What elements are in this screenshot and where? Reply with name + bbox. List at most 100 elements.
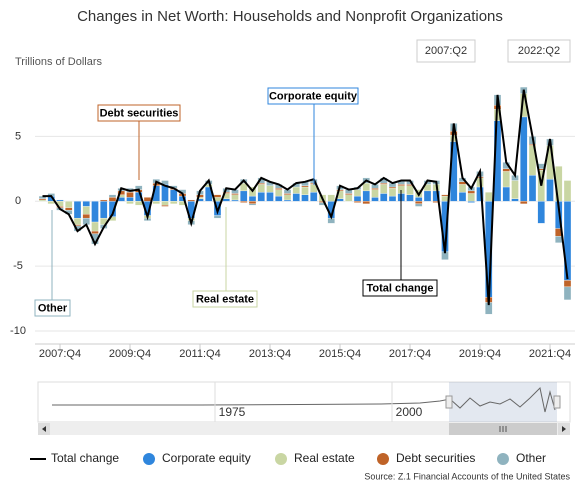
bar (283, 194, 292, 201)
bar (161, 205, 169, 207)
bar (563, 201, 572, 281)
bar (353, 195, 362, 202)
bar (345, 193, 353, 195)
bar (231, 199, 239, 202)
bar (248, 203, 257, 206)
bar (257, 184, 265, 193)
bar (275, 189, 283, 197)
bar (362, 201, 370, 205)
bar (283, 199, 292, 202)
bar (170, 189, 178, 202)
bar (336, 189, 344, 192)
bar (65, 207, 73, 211)
x-tick-label: 2021:Q4 (529, 348, 571, 360)
bar (502, 171, 510, 188)
bar (240, 190, 248, 202)
bar (231, 194, 239, 201)
bar (353, 189, 362, 197)
bar (371, 189, 379, 198)
navigator-handle[interactable] (445, 395, 453, 409)
legend-marker (497, 453, 509, 465)
bar (126, 197, 134, 202)
legend-label[interactable]: Debt securities (396, 451, 475, 465)
x-tick-label: 2015:Q4 (319, 348, 361, 360)
range-end[interactable]: 2022:Q2 (518, 45, 560, 57)
x-tick-label: 2007:Q4 (39, 348, 81, 360)
legend-label[interactable]: Other (516, 451, 546, 465)
bar (388, 186, 397, 189)
legend-marker (275, 453, 287, 465)
navigator-handle[interactable] (553, 395, 561, 409)
x-tick-label: 2013:Q4 (249, 348, 291, 360)
bar (432, 201, 440, 203)
x-tick-label: 2019:Q4 (459, 348, 501, 360)
bar (126, 201, 134, 205)
chart-title: Changes in Net Worth: Households and Non… (77, 8, 503, 25)
legend-marker (377, 453, 389, 465)
bar (415, 197, 423, 202)
bar (222, 198, 230, 202)
bar (187, 199, 195, 202)
bar (275, 195, 283, 202)
bar (231, 193, 239, 195)
legend-label[interactable]: Total change (51, 451, 119, 465)
bar (301, 185, 309, 188)
bar (423, 190, 432, 202)
range-end-box[interactable] (507, 39, 571, 63)
bar (135, 201, 143, 206)
bar (248, 195, 257, 202)
navigator-frame (37, 381, 571, 423)
annotation: Real estate (196, 293, 254, 305)
bar (283, 193, 292, 195)
bar (91, 201, 99, 223)
scrollbar-grip (499, 426, 507, 432)
bar (511, 180, 519, 199)
bar (91, 221, 99, 232)
bar (502, 168, 510, 172)
bar (537, 201, 545, 224)
bar (441, 195, 449, 202)
bar (100, 201, 108, 219)
bar (73, 217, 82, 225)
bar (380, 182, 388, 185)
bar (73, 201, 82, 219)
bar (82, 214, 90, 219)
bar (563, 180, 572, 202)
bar (563, 280, 572, 288)
bar (563, 286, 572, 301)
bar (38, 199, 47, 202)
bar (100, 199, 108, 202)
y-tick-label: 0 (15, 195, 21, 207)
bar (380, 193, 388, 202)
total-line (42, 89, 569, 306)
bar (555, 236, 563, 243)
range-start[interactable]: 2007:Q2 (425, 45, 467, 57)
navigator (37, 381, 571, 435)
annotation: Total change (366, 282, 433, 294)
scrollbar-track[interactable] (38, 423, 570, 435)
bar (415, 203, 423, 207)
range-start-box[interactable] (416, 39, 476, 63)
navigator-label: 2000 (396, 405, 423, 419)
bar (353, 201, 362, 203)
bar (301, 186, 309, 195)
annotation-box (192, 290, 258, 308)
annotation-box (34, 299, 71, 317)
bar (257, 192, 265, 202)
bar (415, 201, 423, 205)
bar (161, 201, 169, 206)
annotation-box (267, 87, 359, 105)
legend-label[interactable]: Real estate (294, 451, 355, 465)
bar (143, 197, 152, 202)
legend-label[interactable]: Corporate equity (162, 451, 251, 465)
bar (406, 185, 414, 195)
bar (397, 184, 405, 186)
scroll-left-arrow (42, 426, 46, 432)
source: Source: Z.1 Financial Accounts of the Un… (364, 471, 570, 481)
bar (248, 201, 257, 205)
bar (345, 194, 353, 202)
bar (336, 198, 344, 202)
bar (170, 201, 178, 205)
bar (213, 194, 222, 198)
y-tick-label: -5 (13, 260, 23, 272)
